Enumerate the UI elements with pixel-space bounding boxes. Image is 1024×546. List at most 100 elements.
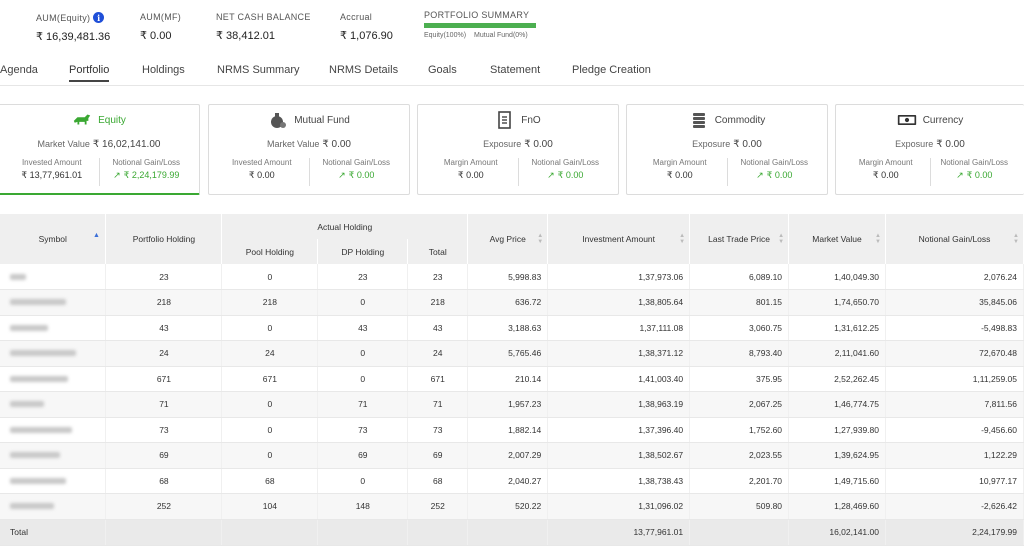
trend-up-icon: ↗ xyxy=(956,170,964,180)
accrual-label: Accrual xyxy=(340,12,373,22)
table-cell: 8,793.40 xyxy=(689,340,790,367)
redacted-symbol xyxy=(10,477,66,484)
table-cell: 68 xyxy=(407,468,469,494)
card-mutual-fund[interactable]: Mutual Fund Market Value ₹ 0.00 Invested … xyxy=(208,104,410,195)
table-cell: 24 xyxy=(407,340,469,367)
table-cell: 0 xyxy=(221,315,319,341)
symbol-cell-redacted xyxy=(0,315,107,341)
table-row[interactable]: 71 0 71 71 1,957.23 1,38,963.19 2,067.25 1,46,7… xyxy=(0,391,1024,418)
redacted-symbol xyxy=(10,299,66,306)
table-cell: 218 xyxy=(221,289,319,316)
col-dp-holding-label: DP Holding xyxy=(341,246,385,257)
col-investment-amount-label: Investment Amount xyxy=(582,234,656,244)
tab-nrms-details[interactable]: NRMS Details xyxy=(329,64,399,76)
notional-gain-value: ₹ 0.00 xyxy=(557,170,584,180)
portfolio-summary: PORTFOLIO SUMMARY Equity(100%) Mutual Fu… xyxy=(424,10,536,39)
table-cell: 3,060.75 xyxy=(689,315,790,341)
tab-agenda[interactable]: Agenda xyxy=(0,64,38,76)
info-icon[interactable]: i xyxy=(93,12,105,23)
card-commodity[interactable]: Commodity Exposure ₹ 0.00 Margin Amount ₹ … xyxy=(626,104,828,195)
tab-statement[interactable]: Statement xyxy=(490,64,541,76)
table-cell: 1,27,939.80 xyxy=(788,417,886,443)
table-row[interactable]: 252 104 148 252 520.22 1,31,096.02 509.80 1,28,… xyxy=(0,493,1024,520)
main-tabs: Agenda Portfolio Holdings NRMS Summary N… xyxy=(0,56,1024,86)
table-row[interactable]: 43 0 43 43 3,188.63 1,37,111.08 3,060.75 1,31,6… xyxy=(0,315,1024,341)
table-cell: 1,28,469.60 xyxy=(788,493,886,520)
col-investment-amount[interactable]: Investment Amount ▲ ▼ xyxy=(547,214,691,264)
card-currency[interactable]: Currency Exposure ₹ 0.00 Margin Amount ₹ 0… xyxy=(835,104,1024,195)
notional-gain-value: ₹ 2,24,179.99 xyxy=(123,170,180,180)
table-row[interactable]: 24 24 0 24 5,765.46 1,38,371.12 8,793.40 2,11,0… xyxy=(0,340,1024,367)
col-pool-holding-label: Pool Holding xyxy=(245,246,294,257)
table-cell: 671 xyxy=(105,366,223,392)
table-cell: 71 xyxy=(317,391,409,418)
symbol-cell-redacted xyxy=(0,289,107,316)
redacted-symbol xyxy=(10,503,54,510)
tab-portfolio[interactable]: Portfolio xyxy=(69,64,110,82)
portfolio-allocation-bar xyxy=(424,23,536,28)
table-cell: 218 xyxy=(105,289,223,316)
exposure-label: Exposure xyxy=(895,139,934,149)
accrual: Accrual ₹ 1,076.90 xyxy=(340,12,393,42)
notional-gain-label: Notional Gain/Loss xyxy=(740,158,809,167)
table-cell: 252 xyxy=(105,493,223,520)
col-portfolio-holding[interactable]: Portfolio Holding xyxy=(105,214,223,264)
banknote-icon xyxy=(897,111,917,129)
sort-asc-icon[interactable]: ▲ xyxy=(93,232,100,239)
col-symbol[interactable]: Symbol ▲ xyxy=(0,214,107,264)
table-row[interactable]: 218 218 0 218 636.72 1,38,805.64 801.15 1,74,65… xyxy=(0,289,1024,316)
table-cell: 1,31,096.02 xyxy=(547,493,691,520)
tab-nrms-summary[interactable]: NRMS Summary xyxy=(217,64,300,76)
table-cell: 0 xyxy=(221,417,319,443)
table-cell: 2,007.29 xyxy=(467,442,549,469)
col-pool-holding[interactable]: Pool Holding xyxy=(221,239,319,264)
col-avg-price-label: Avg Price xyxy=(489,234,526,244)
sort-icon: ▲ ▼ xyxy=(875,233,881,245)
sort-icon: ▲ ▼ xyxy=(1013,233,1019,245)
table-row[interactable]: 69 0 69 69 2,007.29 1,38,502.67 2,023.55 1,39,6… xyxy=(0,442,1024,469)
card-equity[interactable]: Equity Market Value ₹ 16,02,141.00 Invest… xyxy=(0,104,200,195)
tab-goals[interactable]: Goals xyxy=(428,64,457,76)
table-row[interactable]: 671 671 0 671 210.14 1,41,003.40 375.95 2,52,26… xyxy=(0,366,1024,392)
margin-amount-value: ₹ 0.00 xyxy=(457,170,484,180)
table-cell: 69 xyxy=(105,442,223,469)
table-cell: 1,74,650.70 xyxy=(788,289,886,316)
table-cell: 1,31,612.25 xyxy=(788,315,886,341)
table-cell: 43 xyxy=(317,315,409,341)
col-notional-gain-loss[interactable]: Notional Gain/Loss ▲ ▼ xyxy=(885,214,1024,264)
col-actual-holding: Actual Holding xyxy=(221,214,469,239)
card-fno[interactable]: FnO Exposure ₹ 0.00 Margin Amount ₹ 0.00 N… xyxy=(417,104,619,195)
table-cell: 23 xyxy=(407,264,469,290)
table-row[interactable]: 23 0 23 23 5,998.83 1,37,973.06 6,089.10 1,40,0… xyxy=(0,264,1024,290)
symbol-cell-redacted xyxy=(0,468,107,494)
col-avg-price[interactable]: Avg Price ▲ ▼ xyxy=(467,214,549,264)
table-cell: -9,456.60 xyxy=(885,417,1024,443)
table-cell: 1,37,973.06 xyxy=(547,264,691,290)
table-cell: 1,38,371.12 xyxy=(547,340,691,367)
margin-amount-label: Margin Amount xyxy=(652,158,707,167)
table-cell: 0 xyxy=(317,340,409,367)
margin-amount-label: Margin Amount xyxy=(858,158,913,167)
redacted-symbol xyxy=(10,401,44,408)
table-row[interactable]: 73 0 73 73 1,882.14 1,37,396.40 1,752.60 1,27,9… xyxy=(0,417,1024,443)
notional-gain-label: Notional Gain/Loss xyxy=(940,158,1009,167)
table-row[interactable]: 68 68 0 68 2,040.27 1,38,738.43 2,201.70 1,49,7… xyxy=(0,468,1024,494)
tab-holdings[interactable]: Holdings xyxy=(142,64,185,76)
table-cell: 23 xyxy=(105,264,223,290)
table-cell: 2,023.55 xyxy=(689,442,790,469)
table-cell: 3,188.63 xyxy=(467,315,549,341)
sort-icon: ▲ ▼ xyxy=(537,233,544,245)
redacted-symbol xyxy=(10,452,60,459)
notional-gain-label: Notional Gain/Loss xyxy=(112,158,181,167)
col-market-value[interactable]: Market Value ▲ ▼ xyxy=(788,214,886,264)
col-dp-holding[interactable]: DP Holding xyxy=(317,239,409,264)
col-last-trade-price[interactable]: Last Trade Price ▲ ▼ xyxy=(689,214,790,264)
tab-pledge-creation[interactable]: Pledge Creation xyxy=(572,64,651,76)
total-gain-loss: 2,24,179.99 xyxy=(885,519,1024,546)
col-total[interactable]: Total xyxy=(407,239,469,264)
table-cell: 68 xyxy=(105,468,223,494)
table-cell: 2,067.25 xyxy=(689,391,790,418)
market-value-label: Market Value xyxy=(267,139,320,149)
portfolio-summary-header: AUM(Equity) i ₹ 16,39,481.36 AUM(MF) ₹ 0… xyxy=(0,0,1024,50)
table-cell: 5,765.46 xyxy=(467,340,549,367)
